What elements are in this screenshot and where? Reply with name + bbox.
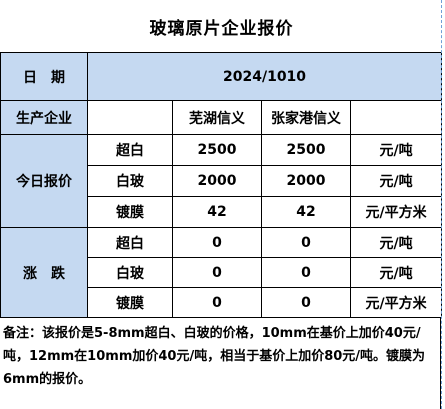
company-label: 生产企业 [0, 100, 88, 135]
today-product-clear: 白玻 [87, 165, 173, 197]
unit-cell: 元/吨 [349, 257, 443, 288]
company-blank [87, 100, 173, 135]
change-value-cell: 0 [261, 227, 351, 258]
today-price-cell: 2000 [261, 165, 351, 197]
today-product-ultrawhite: 超白 [87, 134, 173, 166]
unit-cell: 元/平方米 [349, 287, 443, 318]
change-value-cell: 0 [172, 287, 262, 318]
date-label: 日 期 [0, 52, 88, 101]
today-section-label: 今日报价 [0, 134, 88, 228]
change-value-cell: 0 [261, 257, 351, 288]
change-value-cell: 0 [261, 287, 351, 318]
change-value-cell: 0 [172, 257, 262, 288]
today-price-cell: 42 [172, 196, 262, 228]
today-product-coated: 镀膜 [87, 196, 173, 228]
company-zhangjiagang: 张家港信义 [261, 100, 351, 135]
unit-cell: 元/吨 [349, 227, 443, 258]
change-value-cell: 0 [172, 227, 262, 258]
page-title: 玻璃原片企业报价 [149, 18, 294, 39]
today-price-cell: 2000 [172, 165, 262, 197]
today-price-cell: 2500 [261, 134, 351, 166]
remark-note: 备注：该报价是5-8mm超白、白玻的价格，10mm在基价上加价40元/吨，12m… [0, 318, 441, 409]
unit-cell: 元/吨 [349, 134, 443, 166]
company-wuhu: 芜湖信义 [172, 100, 262, 135]
unit-cell: 元/吨 [349, 165, 443, 197]
today-price-cell: 2500 [172, 134, 262, 166]
page-edge-guide [441, 0, 445, 409]
change-product-clear: 白玻 [87, 257, 173, 288]
date-value: 2024/1010 [86, 52, 443, 101]
change-product-ultrawhite: 超白 [87, 227, 173, 258]
change-product-coated: 镀膜 [87, 287, 173, 318]
unit-header [349, 100, 443, 135]
price-table: 日 期 2024/1010 生产企业 芜湖信义 张家港信义 今日报价 超白 25… [0, 52, 443, 318]
change-section-label: 涨 跌 [0, 227, 88, 318]
unit-cell: 元/平方米 [349, 196, 443, 228]
today-price-cell: 42 [261, 196, 351, 228]
